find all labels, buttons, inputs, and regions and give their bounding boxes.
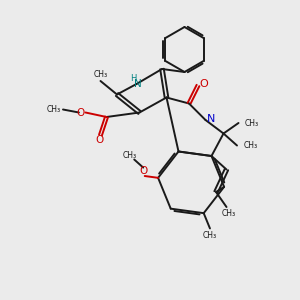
Text: CH₃: CH₃ — [243, 141, 258, 150]
Text: H: H — [130, 74, 136, 83]
Text: N: N — [207, 114, 215, 124]
Text: N: N — [134, 79, 142, 89]
Text: CH₃: CH₃ — [245, 118, 259, 127]
Text: CH₃: CH₃ — [222, 209, 236, 218]
Text: O: O — [139, 166, 147, 176]
Text: O: O — [96, 135, 104, 146]
Text: CH₃: CH₃ — [203, 230, 217, 239]
Text: CH₃: CH₃ — [93, 70, 108, 79]
Text: O: O — [76, 107, 84, 118]
Text: CH₃: CH₃ — [47, 105, 61, 114]
Text: O: O — [200, 79, 208, 89]
Text: CH₃: CH₃ — [123, 151, 137, 160]
